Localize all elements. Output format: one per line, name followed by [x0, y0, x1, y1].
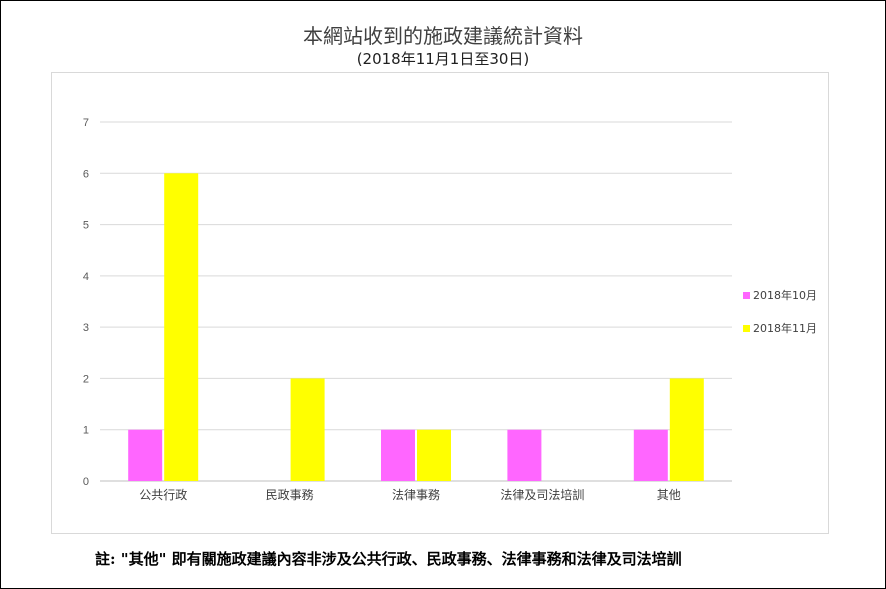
y-tick-label: 6 [83, 168, 89, 180]
x-tick-label: 法律事務 [392, 488, 440, 502]
bar [381, 429, 415, 481]
bar [633, 429, 668, 481]
legend-swatch [743, 292, 750, 299]
y-tick-label: 7 [83, 117, 89, 129]
x-tick-label: 法律及司法培訓 [500, 487, 584, 502]
bar [128, 429, 163, 481]
x-tick-label: 其他 [657, 488, 681, 502]
y-tick-label: 1 [83, 425, 89, 437]
legend-swatch [743, 325, 750, 332]
y-tick-label: 5 [83, 220, 89, 232]
x-tick-label: 公共行政 [139, 488, 187, 502]
bar [669, 378, 704, 481]
x-tick-label: 民政事務 [266, 488, 314, 502]
y-tick-label: 3 [83, 322, 89, 334]
legend-label: 2018年10月 [753, 288, 817, 302]
bar [417, 429, 451, 481]
footnote: 註: "其他" 即有關施政建議內容非涉及公共行政、民政事務、法律事務和法律及司法… [95, 550, 682, 568]
y-tick-label: 2 [83, 373, 89, 385]
chart-title: 本網站收到的施政建議統計資料 [303, 24, 583, 48]
y-tick-label: 0 [83, 476, 89, 488]
y-tick-label: 4 [83, 271, 89, 283]
bar [164, 173, 199, 482]
bar [290, 378, 325, 481]
bar [507, 429, 542, 481]
legend-label: 2018年11月 [753, 321, 817, 335]
chart-subtitle: (2018年11月1日至30日) [356, 50, 530, 68]
plot-area-border [51, 72, 829, 534]
